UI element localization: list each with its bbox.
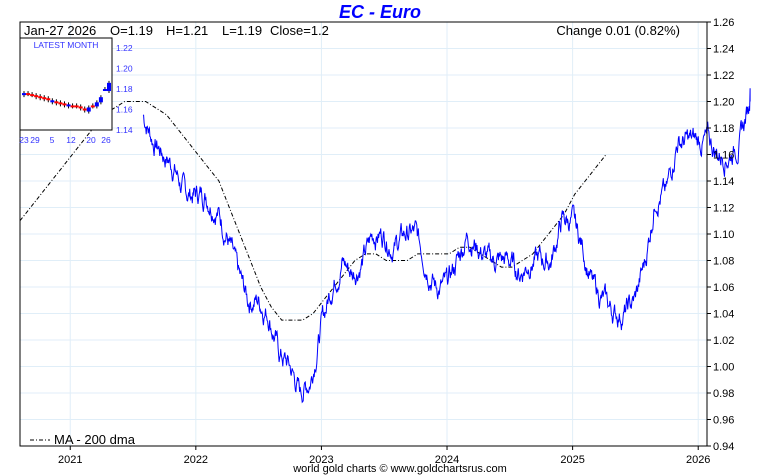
inset-candle (74, 105, 79, 108)
x-tick-label: 2024 (435, 454, 459, 466)
y-tick-label: 1.10 (713, 229, 734, 241)
y-tick-label: 0.96 (713, 415, 734, 427)
y-tick-label: 1.24 (713, 44, 734, 56)
inset-candle (30, 94, 35, 97)
inset-candle (82, 108, 87, 111)
inset-y-label: 1.20 (116, 64, 133, 74)
inset-candle (90, 105, 95, 108)
y-tick-label: 1.00 (713, 362, 734, 374)
header-high: H=1.21 (166, 23, 208, 38)
inset-x-label: 26 (101, 135, 111, 145)
inset-candle (78, 106, 83, 109)
x-tick-label: 2021 (58, 454, 82, 466)
inset-candle (54, 101, 59, 104)
inset-candle (38, 96, 43, 99)
inset-x-label: 20 (86, 135, 96, 145)
inset-candle (58, 102, 63, 105)
latest-month-inset: LATEST MONTH 1.14 1.16 1.18 1.20 1.22 23 29 5 12… (19, 37, 133, 145)
grid (20, 21, 707, 447)
inset-y-label: 1.16 (116, 105, 133, 115)
footer-credit: world gold charts © www.goldchartsrus.co… (292, 463, 507, 475)
inset-candle (22, 93, 26, 96)
header-close: Close=1.2 (270, 23, 329, 38)
inset-title: LATEST MONTH (34, 40, 99, 50)
inset-x-label: 29 (30, 135, 40, 145)
inset-frame (19, 37, 113, 131)
inset-candle (107, 82, 111, 92)
ma-200-line (19, 101, 607, 321)
inset-candle (86, 107, 91, 112)
price-line (142, 88, 751, 404)
header-date: Jan-27 2026 (24, 23, 96, 38)
inset-candle (26, 93, 31, 96)
y-tick-label: 1.16 (713, 150, 734, 162)
inset-candle (94, 102, 99, 107)
y-tick-label: 1.02 (713, 335, 734, 347)
inset-candle (98, 97, 103, 103)
inset-candle (102, 89, 107, 91)
inset-y-label: 1.18 (116, 84, 133, 94)
y-tick-label: 1.22 (713, 70, 734, 82)
inset-x-label: 5 (50, 135, 55, 145)
inset-y-label: 1.22 (116, 43, 133, 53)
x-tick-label: 2023 (309, 454, 333, 466)
y-tick-label: 1.26 (713, 17, 734, 29)
inset-candle (34, 95, 39, 98)
header-low: L=1.19 (222, 23, 262, 38)
y-tick-label: 1.20 (713, 97, 734, 109)
y-tick-label: 1.06 (713, 282, 734, 294)
y-tick-label: 0.98 (713, 388, 734, 400)
inset-candle (42, 97, 47, 100)
inset-x-label: 23 (19, 135, 29, 145)
y-tick-label: 1.14 (713, 176, 734, 188)
chart-title: EC - Euro (339, 2, 421, 22)
inset-candle (62, 103, 67, 106)
inset-x-label: 12 (66, 135, 76, 145)
x-axis: 2021 2022 2023 2024 2025 2026 (58, 446, 710, 466)
inset-y-label: 1.14 (116, 125, 133, 135)
y-tick-label: 0.94 (713, 441, 734, 453)
y-tick-label: 1.04 (713, 309, 734, 321)
inset-candle (70, 105, 75, 108)
inset-candle (46, 98, 51, 101)
y-tick-label: 1.18 (713, 123, 734, 135)
x-tick-label: 2022 (184, 454, 208, 466)
header-open: O=1.19 (110, 23, 153, 38)
y-tick-label: 1.12 (713, 203, 734, 215)
x-tick-label: 2025 (560, 454, 584, 466)
y-axis: 0.94 0.96 0.98 1.00 1.02 1.04 1.06 1.08 1.10 1.12… (707, 17, 734, 453)
inset-candle (66, 104, 71, 107)
legend-ma-label: MA - 200 dma (54, 432, 136, 447)
x-tick-label: 2026 (686, 454, 710, 466)
header-change: Change 0.01 (0.82%) (556, 23, 680, 38)
inset-candle (50, 100, 55, 103)
y-tick-label: 1.08 (713, 256, 734, 268)
